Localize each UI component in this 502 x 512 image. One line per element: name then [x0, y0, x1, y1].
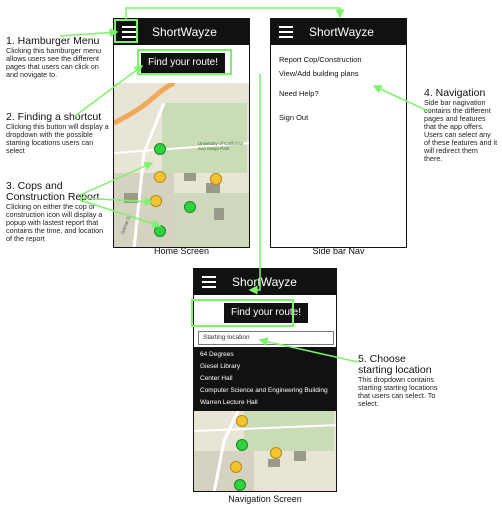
- sidebar-nav-mockup: ShortWayze Report Cop/Construction View/…: [270, 18, 407, 248]
- annotation-title: 4. Navigation: [424, 87, 486, 99]
- annotation-cops: 3. Cops and Construction Report Clicking…: [6, 181, 110, 243]
- arrow-navigation: [372, 85, 431, 113]
- app-title: ShortWayze: [232, 275, 297, 289]
- app-title: ShortWayze: [309, 25, 374, 39]
- map-area-label: University of California San Diego Park: [198, 141, 244, 151]
- nav-sign-out[interactable]: Sign Out: [279, 113, 309, 122]
- map-graphic: [114, 83, 249, 247]
- location-option[interactable]: Center Hall: [200, 375, 233, 382]
- annotation-body: Clicking on either the cop or constructi…: [6, 202, 104, 243]
- cop-pin[interactable]: [154, 171, 166, 183]
- construction-pin[interactable]: [154, 143, 166, 155]
- find-route-highlight: [137, 49, 232, 75]
- app-bar: ShortWayze: [271, 19, 406, 45]
- nav-building-plans[interactable]: View/Add building plans: [279, 69, 359, 78]
- annotation-navigation: 4. Navigation Side bar nagivation contai…: [424, 88, 498, 163]
- cop-pin[interactable]: [236, 415, 248, 427]
- hamburger-menu-icon[interactable]: [122, 26, 136, 38]
- location-option[interactable]: 64 Degrees: [200, 351, 234, 358]
- annotation-body: Clicking this button will display a drop…: [6, 122, 109, 155]
- annotation-title: 5. Choose starting location: [358, 353, 432, 376]
- arrow-cops-3: [79, 199, 162, 228]
- location-option[interactable]: Giesel Library: [200, 363, 241, 370]
- arrow-shortcut: [74, 65, 144, 117]
- hamburger-highlight: [114, 19, 138, 43]
- annotation-title: 1. Hamburger Menu: [6, 35, 100, 47]
- arrow-cops-2: [79, 197, 154, 207]
- arrow-to-sidebar: [125, 7, 345, 20]
- location-options-list: 64 Degrees Giesel Library Center Hall Co…: [194, 347, 336, 411]
- campus-map[interactable]: University of California San Diego Park …: [114, 83, 249, 247]
- construction-pin[interactable]: [236, 439, 248, 451]
- arrow-cops-1: [79, 161, 154, 196]
- home-screen-caption: Home Screen: [153, 246, 210, 256]
- cop-pin[interactable]: [230, 461, 242, 473]
- arrow-hamburger: [59, 28, 119, 38]
- arrow-to-navigation: [248, 74, 261, 295]
- annotation-title: 2. Finding a shortcut: [6, 111, 102, 123]
- annotation-body: Side bar nagivation contains the differe…: [424, 98, 498, 163]
- app-title: ShortWayze: [152, 25, 217, 39]
- navigation-screen-caption: Navigation Screen: [228, 494, 302, 504]
- nav-report-cop[interactable]: Report Cop/Construction: [279, 55, 362, 64]
- annotation-title: 3. Cops and Construction Report: [6, 180, 100, 203]
- find-route-button[interactable]: Find your route!: [224, 303, 308, 323]
- location-option[interactable]: Warren Lecture Hall: [200, 399, 258, 406]
- cop-pin[interactable]: [270, 447, 282, 459]
- find-route-button[interactable]: Find your route!: [141, 53, 225, 73]
- connector-lines: [59, 7, 431, 363]
- annotation-shortcut: 2. Finding a shortcut Clicking this butt…: [6, 112, 110, 155]
- hamburger-menu-icon[interactable]: [202, 276, 216, 288]
- app-bar: ShortWayze: [194, 269, 336, 295]
- cop-pin[interactable]: [210, 173, 222, 185]
- hamburger-menu-icon[interactable]: [279, 26, 293, 38]
- home-screen-mockup: ShortWayze University of California San …: [113, 18, 250, 248]
- location-option[interactable]: Computer Science and Engineering Buildin…: [200, 387, 328, 394]
- campus-map[interactable]: [194, 411, 336, 491]
- construction-pin[interactable]: [184, 201, 196, 213]
- nav-find-route-highlight: [191, 299, 294, 327]
- arrow-choose-location: [258, 337, 359, 363]
- annotation-body: Clicking this hamburger menu allows user…: [6, 46, 102, 79]
- construction-pin[interactable]: [234, 479, 246, 491]
- annotation-hamburger: 1. Hamburger Menu Clicking this hamburge…: [6, 36, 110, 79]
- sidebar-nav-caption: Side bar Nav: [312, 246, 365, 256]
- nav-need-help[interactable]: Need Help?: [279, 89, 319, 98]
- navigation-screen-mockup: ShortWayze Find your route! Starting loc…: [193, 268, 337, 492]
- annotation-choose-location: 5. Choose starting location This dropdow…: [358, 354, 442, 408]
- annotation-body: This dropdown contains starting starting…: [358, 375, 438, 408]
